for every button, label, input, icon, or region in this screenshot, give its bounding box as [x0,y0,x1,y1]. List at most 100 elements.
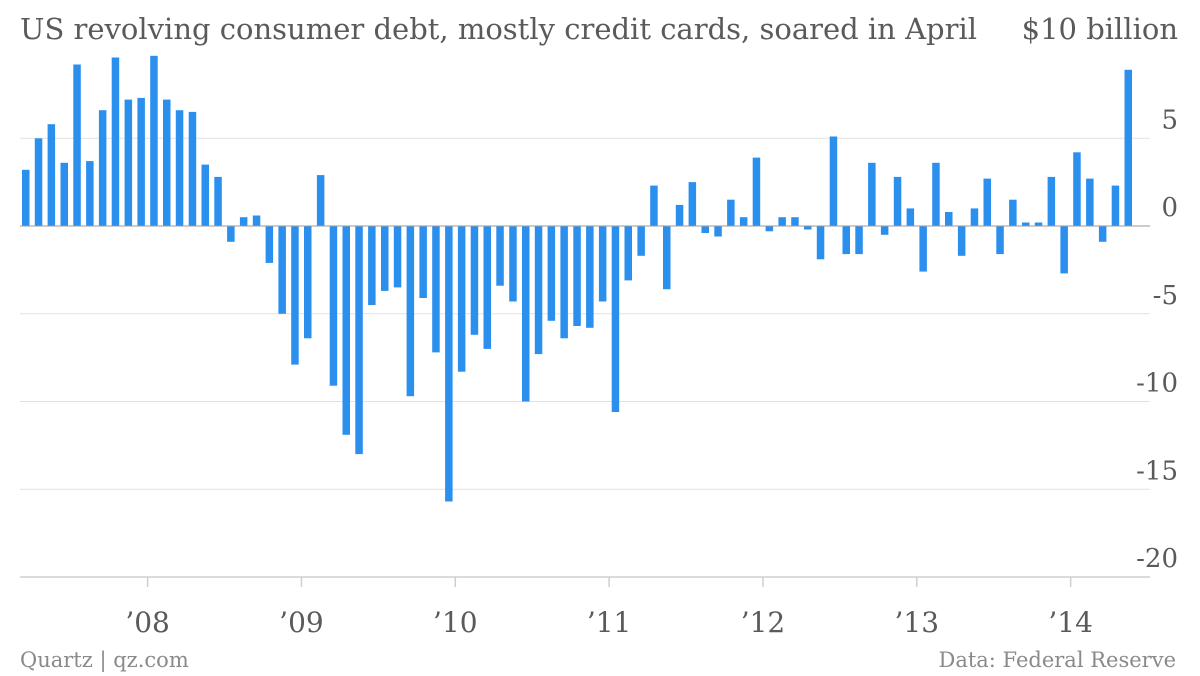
bar [1073,152,1081,226]
bar [163,99,171,226]
bar [1124,69,1132,226]
bar [47,124,56,226]
bar [1047,176,1056,226]
bar [829,136,838,226]
bar [239,217,248,226]
bar [175,110,184,226]
bar [855,226,863,255]
bar [1060,226,1068,274]
bar [765,226,774,232]
bar [329,226,338,386]
bar [1086,178,1094,226]
bar [945,212,953,226]
y-tick-label: -20 [1136,544,1178,574]
bar [355,226,363,455]
bar [560,226,568,339]
bar [1009,199,1017,226]
bar [586,226,594,328]
bar [650,185,658,226]
bar [624,226,632,281]
chart-title: US revolving consumer debt, mostly credi… [20,12,977,46]
bar [457,226,466,372]
bar [509,226,517,302]
bar [419,226,427,298]
y-tick-label: -15 [1136,456,1178,486]
bar [1034,222,1043,226]
bar [432,226,440,353]
bar [637,226,645,256]
footer-source: Data: Federal Reserve [938,648,1176,672]
bar [111,57,120,226]
bar [688,182,697,226]
bar [983,178,991,226]
x-tick-label: ’14 [1048,606,1093,639]
bar [252,215,261,226]
bar [342,226,350,435]
x-tick-label: ’10 [433,606,478,639]
bar [368,226,376,305]
bar [842,226,850,255]
bar [1111,185,1120,226]
bar [278,226,286,314]
bar [547,226,556,321]
bar [957,226,966,256]
bar [778,217,786,226]
bar [393,226,402,288]
bar [291,226,299,365]
bar [932,162,940,226]
bar [906,208,915,226]
bar [727,199,735,226]
bar [611,226,620,412]
bar [573,226,581,326]
bar [201,164,209,226]
bar [124,99,133,226]
bar [522,226,530,402]
x-tick-label: ’08 [125,606,170,639]
bar [816,226,825,260]
bar [970,208,979,226]
bar [714,226,722,237]
bar [98,110,107,226]
bar [496,226,504,286]
x-tick-label: ’13 [895,606,940,639]
bar [86,161,94,226]
y-tick-label: -10 [1136,369,1178,399]
bar [1098,226,1107,242]
bar [880,226,889,235]
bar [227,226,235,242]
bar [316,175,325,226]
bar [445,226,453,502]
bar [868,162,876,226]
bar [406,226,415,397]
bar [752,157,761,226]
bar [60,162,68,226]
bar [265,226,274,263]
x-tick-label: ’11 [587,606,632,639]
bar [381,226,389,291]
bar [739,217,748,226]
bar [304,226,312,339]
y-tick-label: 5 [1161,105,1178,135]
footer-credit: Quartz | qz.com [20,648,189,672]
bar [34,138,43,227]
bar [22,169,30,226]
bar [1022,222,1030,226]
bar [663,226,671,290]
bar [470,226,479,335]
bar [534,226,543,355]
bar [804,226,812,230]
bar [675,204,684,226]
x-tick-label: ’12 [741,606,786,639]
bar [996,226,1004,255]
bar [73,64,81,226]
bar [919,226,927,272]
bar [598,226,607,302]
y-tick-label: -5 [1153,281,1178,311]
x-tick-label: ’09 [279,606,324,639]
bar [701,226,709,233]
unit-label: $10 billion [1021,12,1178,46]
bar [791,217,799,226]
bar [137,97,145,227]
bar [214,176,222,226]
